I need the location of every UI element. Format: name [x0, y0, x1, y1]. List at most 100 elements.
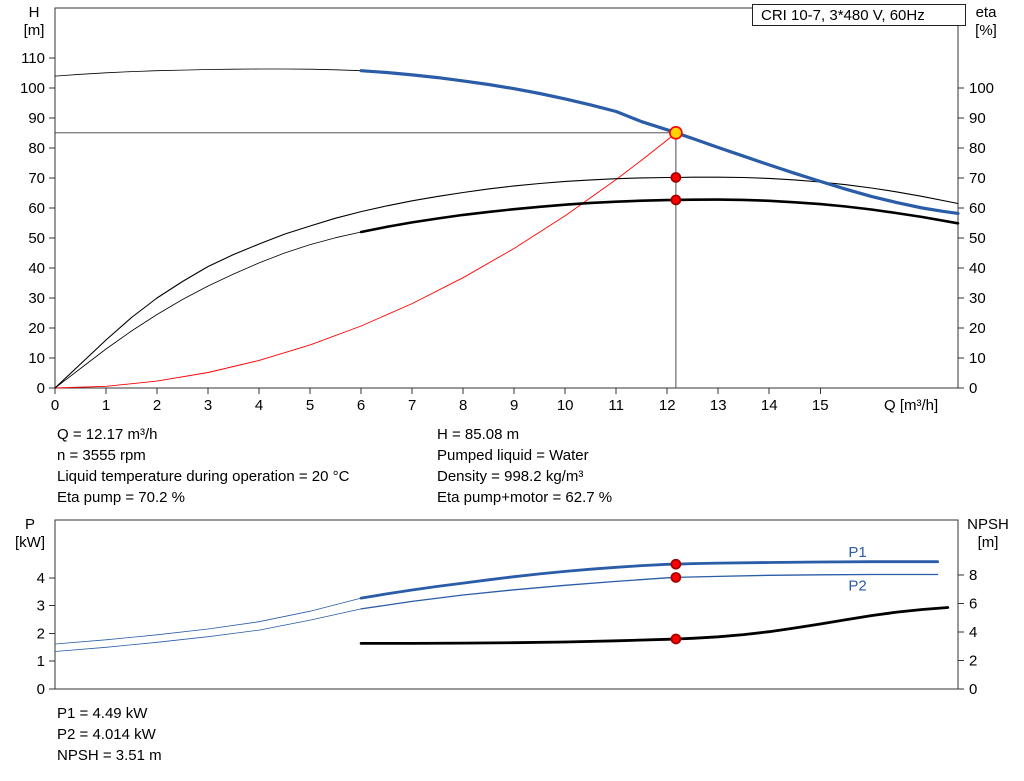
y-right-tick-label: 40: [969, 260, 986, 277]
y-axis-label-head-symbol: H: [28, 4, 40, 21]
y-right-tick-label: 4: [969, 624, 977, 641]
x-tick-label: 14: [761, 397, 778, 414]
y-left-tick-label: 90: [28, 110, 45, 127]
operating-data-right: H = 85.08 m Pumped liquid = Water Densit…: [437, 424, 612, 508]
y-right-tick-label: 70: [969, 170, 986, 187]
x-tick-label: 5: [306, 397, 314, 414]
x-axis-label-flow: Q [m³/h]: [884, 397, 974, 415]
series-eta-pump: [54, 176, 959, 389]
y-left-tick-label: 2: [37, 625, 45, 642]
p2-point-marker: [670, 572, 682, 583]
series-p2-curve: [360, 573, 939, 610]
liquid-temperature-value: Liquid temperature during operation = 20…: [57, 468, 350, 485]
y-left-tick-label: 4: [37, 570, 45, 587]
x-tick-label: 11: [608, 397, 624, 414]
y-right-tick-label: 100: [969, 80, 994, 97]
operating-point-marker: [669, 125, 683, 140]
plot-frame: [54, 7, 959, 389]
y-left-tick-label: 0: [37, 380, 45, 397]
y-right-tick-label: 50: [969, 230, 986, 247]
power-npsh-data: P1 = 4.49 kW P2 = 4.014 kW NPSH = 3.51 m: [57, 703, 162, 766]
y-right-tick-label: 90: [969, 110, 986, 127]
y-axis-label-npsh-symbol: NPSH: [967, 516, 1009, 533]
y-right-tick-label: 0: [969, 681, 977, 698]
x-tick-label: 1: [102, 397, 110, 414]
p2-value: P2 = 4.014 kW: [57, 726, 156, 743]
npsh-point-marker: [670, 633, 682, 645]
x-tick-label: 10: [557, 397, 574, 414]
x-tick-label: 2: [153, 397, 161, 414]
y-left-tick-label: 80: [28, 140, 45, 157]
series-eta-pump-motor-thin: [54, 231, 362, 389]
series-npsh-curve: [359, 606, 950, 645]
y-left-tick-label: 70: [28, 170, 45, 187]
y-axis-label-eta-symbol: eta: [975, 4, 997, 21]
y-right-tick-label: 60: [969, 200, 986, 217]
operating-data-left: Q = 12.17 m³/h n = 3555 rpm Liquid tempe…: [57, 424, 349, 508]
x-tick-label: 6: [357, 397, 365, 414]
head-value: H = 85.08 m: [437, 426, 520, 443]
speed-value: n = 3555 rpm: [57, 447, 146, 464]
curve-label-p2: P2: [848, 577, 866, 594]
y-right-tick-label: 2: [969, 653, 977, 670]
y-right-tick-label: 8: [969, 567, 977, 584]
eta-pump-motor-value: Eta pump+motor = 62.7 %: [437, 489, 613, 506]
x-tick-label: 13: [710, 397, 727, 414]
y-axis-label-head: H [m]: [12, 4, 56, 40]
eta-pump-value: Eta pump = 70.2 %: [57, 489, 185, 506]
y-left-tick-label: 10: [28, 350, 45, 367]
series-system-curve: [54, 132, 677, 389]
x-axis-label-flow-text: Q [m³/h]: [884, 397, 939, 414]
series-eta-pump-motor-bold: [359, 198, 960, 234]
y-axis-label-head-unit: [m]: [23, 22, 45, 39]
x-tick-label: 4: [255, 397, 263, 414]
y-left-tick-label: 3: [37, 598, 45, 615]
y-left-tick-label: 100: [20, 80, 45, 97]
y-left-tick-label: 60: [28, 200, 45, 217]
eta-pump-point-marker: [670, 172, 682, 183]
pumped-liquid-value: Pumped liquid = Water: [437, 447, 589, 464]
y-right-tick-label: 80: [969, 140, 986, 157]
y-right-tick-label: 10: [969, 350, 986, 367]
y-left-tick-label: 30: [28, 290, 45, 307]
x-tick-label: 9: [510, 397, 518, 414]
y-axis-label-npsh-unit: [m]: [977, 534, 999, 551]
series-p1-thin: [54, 597, 362, 645]
flow-value: Q = 12.17 m³/h: [57, 426, 158, 443]
p1-value: P1 = 4.49 kW: [57, 705, 148, 722]
series-head-curve-thin: [54, 68, 362, 77]
y-left-tick-label: 50: [28, 230, 45, 247]
eta-pump-motor-point-marker: [670, 194, 682, 206]
curve-label-p1: P1: [848, 544, 866, 561]
y-right-tick-label: 0: [969, 380, 977, 397]
x-tick-label: 12: [659, 397, 676, 414]
y-right-tick-label: 30: [969, 290, 986, 307]
series-p2-thin: [54, 608, 362, 652]
y-left-tick-label: 0: [37, 681, 45, 698]
y-left-tick-label: 110: [21, 50, 45, 67]
pump-model-title-box: CRI 10-7, 3*480 V, 60Hz: [752, 4, 966, 26]
y-left-tick-label: 40: [28, 260, 45, 277]
y-axis-label-eta-unit: [%]: [975, 22, 997, 39]
pump-model-title: CRI 10-7, 3*480 V, 60Hz: [761, 6, 925, 24]
p1-point-marker: [670, 558, 682, 570]
y-axis-label-power: P [kW]: [8, 516, 52, 552]
series-head-curve-bold: [359, 69, 960, 215]
y-axis-label-npsh: NPSH [m]: [958, 516, 1018, 552]
npsh-value: NPSH = 3.51 m: [57, 747, 162, 764]
series-p1-bold: [359, 560, 939, 600]
y-axis-label-power-unit: [kW]: [15, 534, 45, 551]
x-tick-label: 3: [204, 397, 212, 414]
y-axis-label-power-symbol: P: [24, 516, 35, 533]
y-axis-label-eta: eta [%]: [962, 4, 1010, 40]
y-right-tick-label: 20: [969, 320, 986, 337]
x-tick-label: 8: [459, 397, 467, 414]
x-tick-label: 0: [51, 397, 59, 414]
x-tick-label: 15: [812, 397, 829, 414]
y-left-tick-label: 20: [28, 320, 45, 337]
y-right-tick-label: 6: [969, 596, 977, 613]
density-value: Density = 998.2 kg/m³: [437, 468, 584, 485]
y-left-tick-label: 1: [37, 653, 45, 670]
